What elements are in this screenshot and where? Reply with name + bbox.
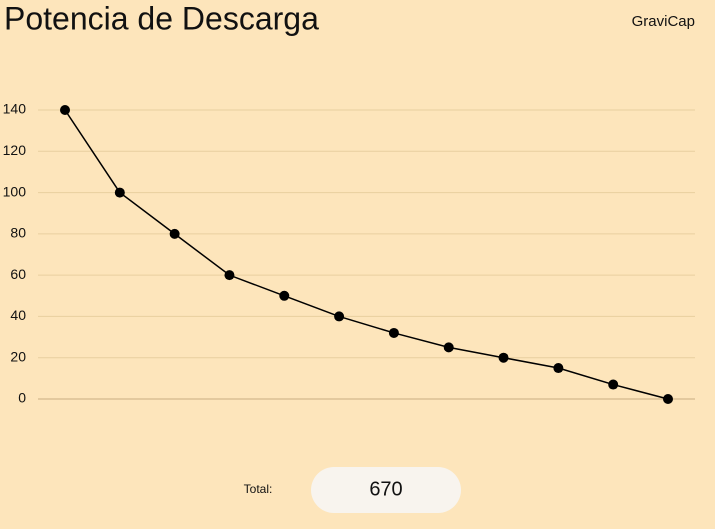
chart-title: Potencia de Descarga: [4, 0, 319, 36]
point: [663, 394, 673, 404]
point: [334, 311, 345, 322]
y-tick-label: 20: [10, 348, 26, 364]
y-tick-label: 0: [18, 390, 26, 406]
y-tick-label: 120: [3, 142, 27, 158]
total-box: [311, 467, 461, 513]
y-tick-label: 100: [3, 183, 27, 199]
total-label: Total:: [244, 482, 273, 496]
point: [553, 363, 564, 374]
point: [114, 187, 125, 198]
y-tick-label: 140: [3, 101, 27, 117]
point: [60, 105, 70, 115]
point: [608, 379, 619, 390]
y-tick-label: 80: [10, 225, 26, 241]
point: [498, 352, 509, 363]
point: [279, 290, 290, 301]
point: [224, 270, 235, 281]
brand: GraviCap: [632, 13, 695, 30]
y-tick-label: 40: [10, 307, 26, 323]
total-value: 670: [369, 478, 402, 500]
y-tick-label: 60: [10, 266, 26, 282]
point: [388, 327, 399, 338]
point: [443, 342, 454, 353]
point: [169, 228, 180, 239]
line: [64, 109, 669, 400]
